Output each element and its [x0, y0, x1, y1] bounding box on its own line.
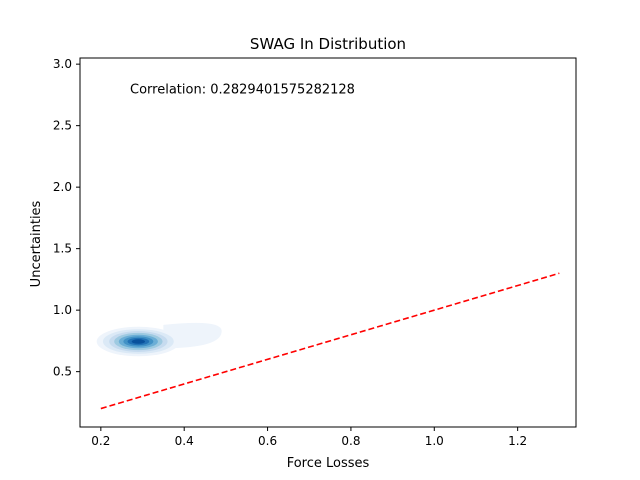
y-tick-label: 3.0 — [53, 57, 72, 71]
x-axis-ticks: 0.2 0.4 0.6 0.8 1.0 1.2 — [91, 427, 527, 448]
x-tick-label: 1.0 — [425, 434, 444, 448]
y-tick-label: 1.5 — [53, 242, 72, 256]
y-tick-label: 2.5 — [53, 119, 72, 133]
y-tick-label: 0.5 — [53, 365, 72, 379]
reference-line — [100, 272, 560, 410]
y-tick-label: 1.0 — [53, 303, 72, 317]
chart-title: SWAG In Distribution — [250, 35, 406, 53]
x-tick-label: 1.2 — [508, 434, 527, 448]
density-layer — [96, 322, 222, 357]
y-axis-label: Uncertainties — [29, 200, 44, 287]
x-tick-label: 0.6 — [258, 434, 277, 448]
y-axis-ticks: 0.5 1.0 1.5 2.0 2.5 3.0 — [53, 57, 80, 379]
axes-frame — [79, 57, 577, 428]
reference-line-layer — [100, 272, 560, 410]
density-contour — [131, 339, 146, 344]
y-tick-label: 2.0 — [53, 180, 72, 194]
x-tick-label: 0.8 — [341, 434, 360, 448]
x-tick-label: 0.2 — [91, 434, 110, 448]
x-axis-label: Force Losses — [287, 456, 370, 471]
x-tick-label: 0.4 — [175, 434, 194, 448]
correlation-annotation: Correlation: 0.2829401575282128 — [130, 83, 355, 98]
